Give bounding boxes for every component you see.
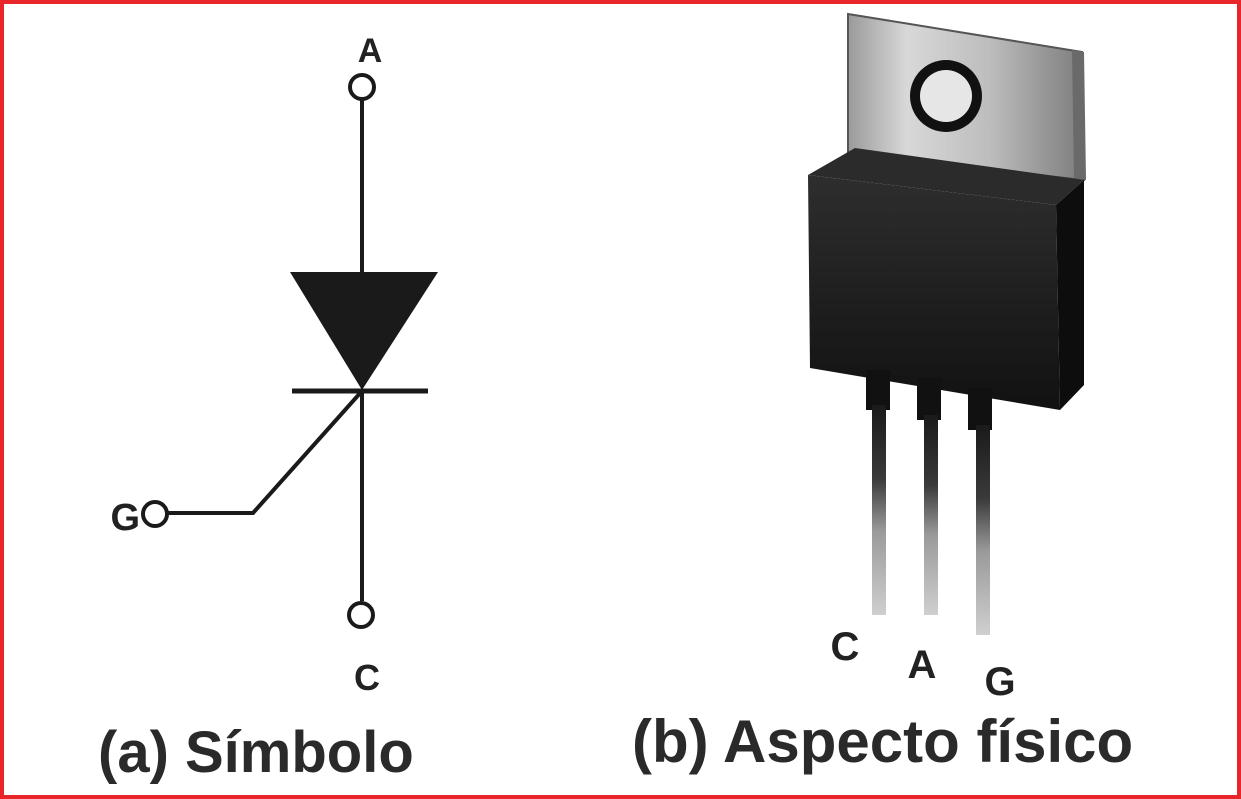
gate-label: G	[110, 497, 140, 539]
gate-wire	[168, 389, 364, 515]
cathode-terminal	[347, 601, 375, 629]
lead-right	[968, 388, 992, 635]
scr-symbol: A C G (a) Símbolo	[98, 32, 438, 785]
scr-package-illustration: C A G (b) Aspecto físico	[632, 12, 1133, 775]
body-side	[1056, 180, 1084, 410]
pin-label-anode: A	[908, 643, 937, 687]
lead-left	[866, 370, 890, 615]
physical-caption: (b) Aspecto físico	[632, 708, 1133, 775]
lead-middle	[917, 378, 941, 615]
body-front	[808, 175, 1060, 410]
anode-label: A	[358, 32, 383, 70]
anode-terminal	[348, 73, 376, 101]
symbol-caption: (a) Símbolo	[98, 720, 414, 785]
mounting-hole-inner	[920, 70, 972, 122]
pin-label-gate: G	[984, 660, 1015, 704]
metal-tab-edge	[1072, 50, 1086, 180]
cathode-label: C	[354, 657, 380, 698]
body-top	[808, 148, 1084, 205]
gate-terminal	[141, 500, 169, 528]
pin-label-cathode: C	[831, 625, 860, 669]
diode-triangle	[290, 272, 438, 390]
